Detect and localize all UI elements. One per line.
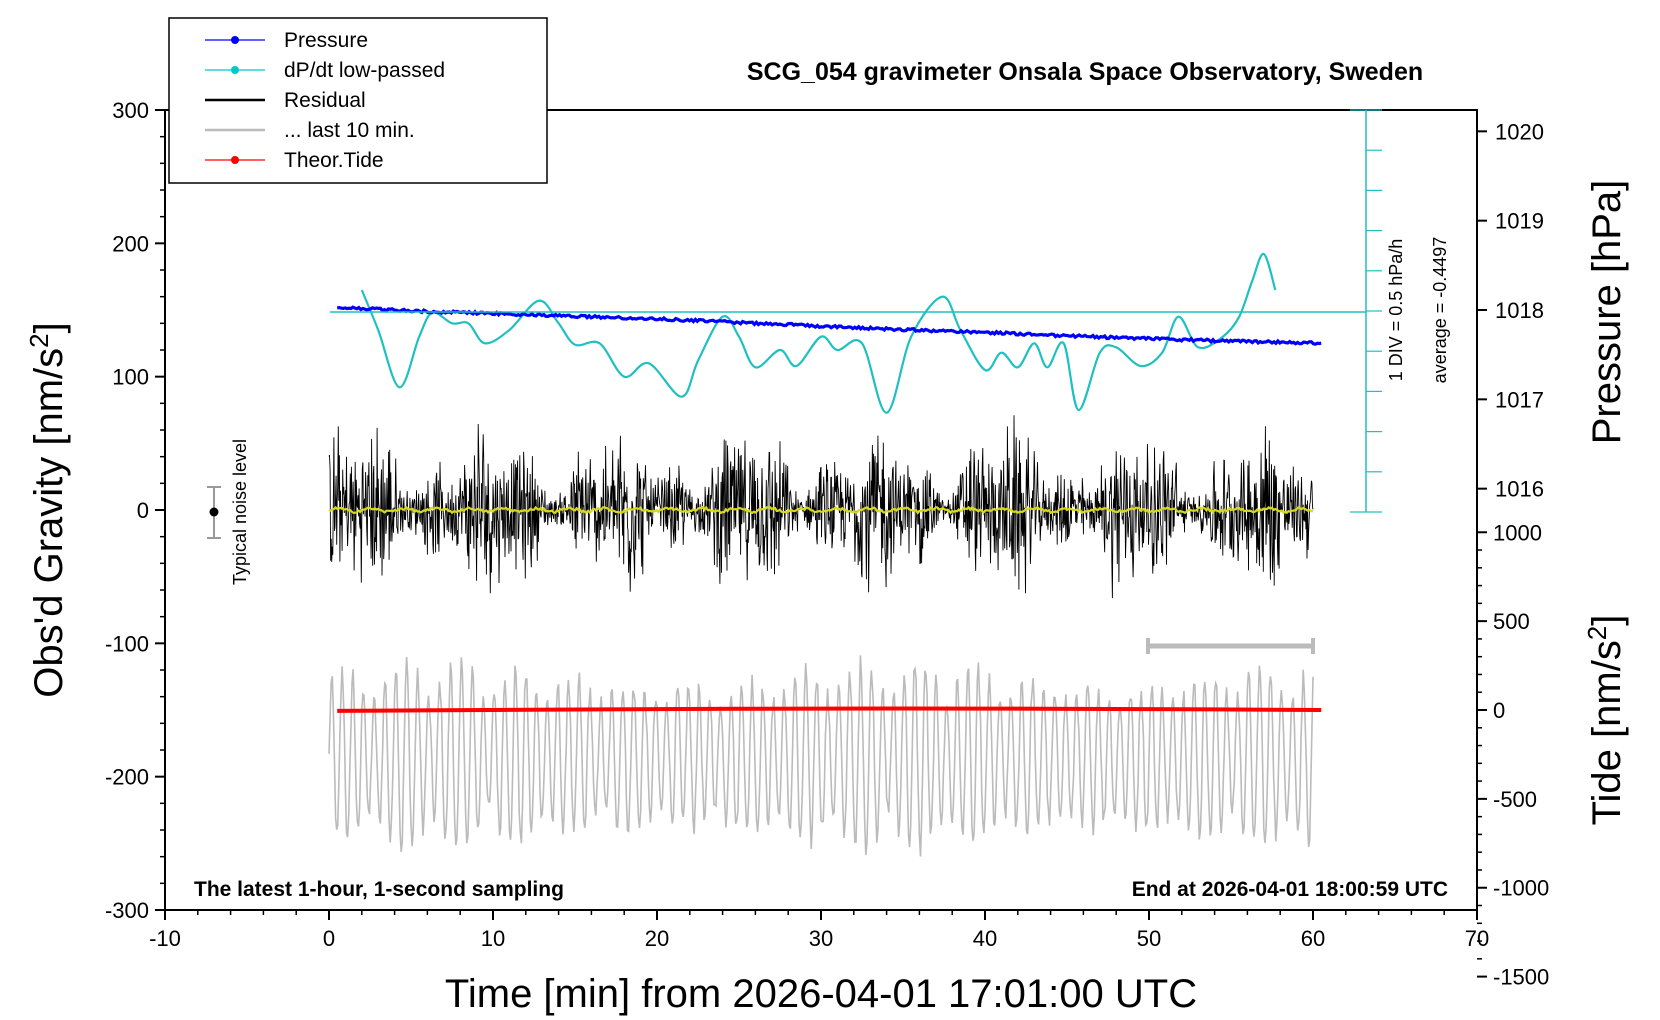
dpdt-line: [360, 252, 1277, 414]
legend-label: ... last 10 min.: [284, 119, 415, 142]
noise-level-marker: [207, 486, 221, 539]
x-tick-label: 30: [809, 926, 833, 951]
last-10-min-line: [328, 655, 1314, 857]
y-axis-label-pressure: Pressure [hPa]: [1585, 180, 1629, 445]
y-tick-label: 100: [112, 365, 149, 390]
x-tick-label: 60: [1301, 926, 1325, 951]
tide-tick-label: 1000: [1493, 520, 1542, 545]
residual-line: [328, 415, 1314, 599]
x-tick-label: 40: [973, 926, 997, 951]
pressure-tick-label: 1017: [1495, 387, 1544, 412]
div-scale-bar: [1350, 109, 1382, 513]
y-tick-label: -200: [105, 765, 149, 790]
legend-marker: [231, 66, 239, 74]
pressure-tick-label: 1020: [1495, 119, 1544, 144]
end-time-note: End at 2026-04-01 18:00:59 UTC: [1132, 878, 1448, 901]
pressure-tick-label: 1019: [1495, 209, 1544, 234]
legend-label: dP/dt low-passed: [284, 59, 445, 82]
y-axis-label-gravity: Obs'd Gravity [nm/s2]: [24, 322, 71, 698]
chart-title: SCG_054 gravimeter Onsala Space Observat…: [747, 58, 1423, 86]
x-tick-label: 50: [1137, 926, 1161, 951]
legend-marker: [231, 156, 239, 164]
noise-level-label: Typical noise level: [230, 439, 250, 585]
tide-tick-label: 500: [1493, 609, 1530, 634]
tide-tick-label: -1500: [1493, 965, 1549, 990]
legend-marker: [231, 36, 239, 44]
legend-label: Theor.Tide: [284, 149, 384, 172]
div-scale-label: 1 DIV = 0.5 hPa/h: [1386, 239, 1406, 382]
x-axis-label: Time [min] from 2026-04-01 17:01:00 UTC: [445, 972, 1197, 1016]
y-axis-tide: 1000 500 0 -500 -1000 -1500: [1477, 520, 1549, 990]
pressure-tick-label: 1016: [1495, 477, 1544, 502]
series-pressure: [336, 305, 1322, 346]
y-tick-label: -100: [105, 631, 149, 656]
x-tick-label: -10: [149, 926, 181, 951]
tide-tick-label: -500: [1493, 787, 1537, 812]
x-axis: -10 0 10 20 30 40 50 60 70: [149, 910, 1489, 951]
series-dpdt-low-passed: [360, 252, 1277, 414]
y-tick-label: 200: [112, 231, 149, 256]
series-theor-tide: [337, 706, 1322, 713]
legend-label: Residual: [284, 89, 366, 112]
tide-tick-label: -1000: [1493, 876, 1549, 901]
average-label: average = -0.4497: [1430, 237, 1450, 384]
x-tick-label: 70: [1465, 926, 1489, 951]
series-residual-smoothed: [328, 505, 1314, 515]
y-axis-gravity: 300 200 100 0 -100 -200 -300: [105, 98, 165, 923]
legend: Pressure dP/dt low-passed Residual ... last…: [168, 17, 548, 184]
theor-tide-line: [337, 706, 1322, 713]
ten-minute-bar: [1146, 638, 1315, 654]
tide-tick-label: 0: [1493, 698, 1505, 723]
y-tick-label: 0: [137, 498, 149, 523]
series-last-10-min: [328, 655, 1314, 857]
sampling-note: The latest 1-hour, 1-second sampling: [194, 878, 564, 901]
y-axis-pressure: 1016 1017 1018 1019 1020: [1477, 119, 1544, 502]
y-axis-label-tide: Tide [nm/s2]: [1582, 615, 1629, 826]
series-residual: [328, 415, 1314, 599]
x-tick-label: 10: [481, 926, 505, 951]
pressure-line: [336, 305, 1322, 346]
residual-smoothed-line: [328, 505, 1314, 515]
y-tick-label: -300: [105, 898, 149, 923]
pressure-tick-label: 1018: [1495, 298, 1544, 323]
y-tick-label: 300: [112, 98, 149, 123]
legend-label: Pressure: [284, 29, 368, 52]
x-tick-label: 20: [645, 926, 669, 951]
x-tick-label: 0: [323, 926, 335, 951]
